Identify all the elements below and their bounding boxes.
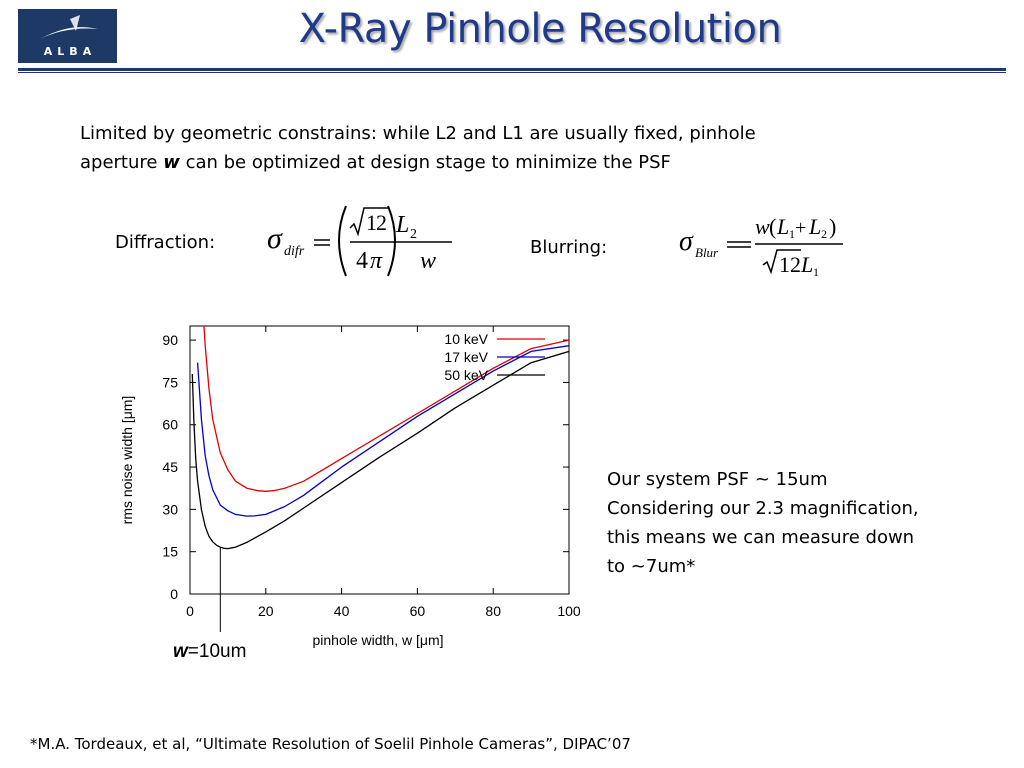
optimal-width-value: =10um [187,641,247,662]
legend-label: 10 keV [444,331,488,347]
svg-text:1: 1 [789,227,795,241]
summary-line: Our system PSF ~ 15um [607,469,828,490]
svg-text:1: 1 [813,265,819,279]
svg-text:σ: σ [679,226,694,257]
diffraction-label: Diffraction: [115,232,216,253]
logo-text: ALBA [43,45,97,58]
y-tick-label: 90 [162,332,178,348]
x-tick-label: 80 [485,603,501,619]
svg-text:2: 2 [376,210,387,235]
series-line-17-kev [196,345,569,517]
y-tick-label: 0 [170,586,178,602]
optimal-width-note: w=10um [173,641,246,663]
y-tick-label: 60 [162,417,178,433]
plot-frame [189,325,570,595]
x-tick-label: 100 [557,603,581,619]
svg-text:L: L [395,212,409,238]
x-tick-label: 0 [186,603,194,619]
intro-line-2-pre: aperture [80,152,164,173]
y-axis-label: rms noise width [μm] [119,396,135,525]
svg-text:π: π [370,248,383,274]
summary-paragraph: Our system PSF ~ 15um Considering our 2.… [607,465,987,581]
alba-logo: ALBA [18,9,117,63]
legend-label: 17 keV [444,349,488,365]
svg-text:2: 2 [821,227,827,241]
svg-text:1: 1 [779,252,790,277]
svg-text:L: L [808,214,821,239]
svg-text:2: 2 [790,252,801,277]
y-tick-label: 30 [162,501,178,517]
svg-text:Blur: Blur [695,245,719,260]
series-line-10-kev [203,326,569,492]
blurring-label: Blurring: [530,237,608,258]
svg-text:L: L [776,214,789,239]
blurring-formula: σ Blur w ( L 1 + L 2 ) 1 2 L 1 [679,214,843,279]
svg-text:+: + [795,217,806,239]
intro-paragraph: Limited by geometric constrains: while L… [80,119,880,177]
x-tick-label: 40 [334,603,350,619]
footnote-reference: *M.A. Tordeaux, et al, “Ultimate Resolut… [30,735,631,753]
svg-text:difr: difr [284,244,305,259]
intro-line-2-post: can be optimized at design stage to mini… [179,152,671,173]
summary-line: Considering our 2.3 magnification, [607,498,919,519]
series-line-50-kev [191,350,569,550]
title-divider-thin [18,72,1006,73]
svg-text:w: w [755,214,770,239]
intro-aperture-symbol: w [163,152,180,173]
svg-text:1: 1 [366,210,377,235]
x-tick-label: 20 [258,603,274,619]
svg-text:(: ( [769,214,776,239]
alba-swoosh-icon [40,15,98,39]
y-tick-label: 75 [162,374,178,390]
diffraction-formula: σ difr 1 2 4 π L 2 w [267,205,452,277]
svg-text:): ) [829,214,836,239]
svg-text:4: 4 [356,248,368,274]
x-tick-label: 60 [410,603,426,619]
optimal-width-symbol: w [173,641,188,662]
page-title: X-Ray Pinhole Resolution [298,6,782,52]
svg-text:L: L [800,252,813,277]
svg-text:σ: σ [267,222,283,255]
title-divider [18,68,1006,71]
x-axis-label: pinhole width, w [μm] [312,632,443,648]
svg-text:2: 2 [410,227,417,242]
legend-label: 50 keV [444,367,488,383]
summary-line: to ~7um* [607,556,696,577]
summary-line: this means we can measure down [607,527,915,548]
y-tick-label: 45 [162,459,178,475]
intro-line-1: Limited by geometric constrains: while L… [80,123,756,144]
y-tick-label: 15 [162,544,178,560]
svg-text:w: w [420,248,436,274]
